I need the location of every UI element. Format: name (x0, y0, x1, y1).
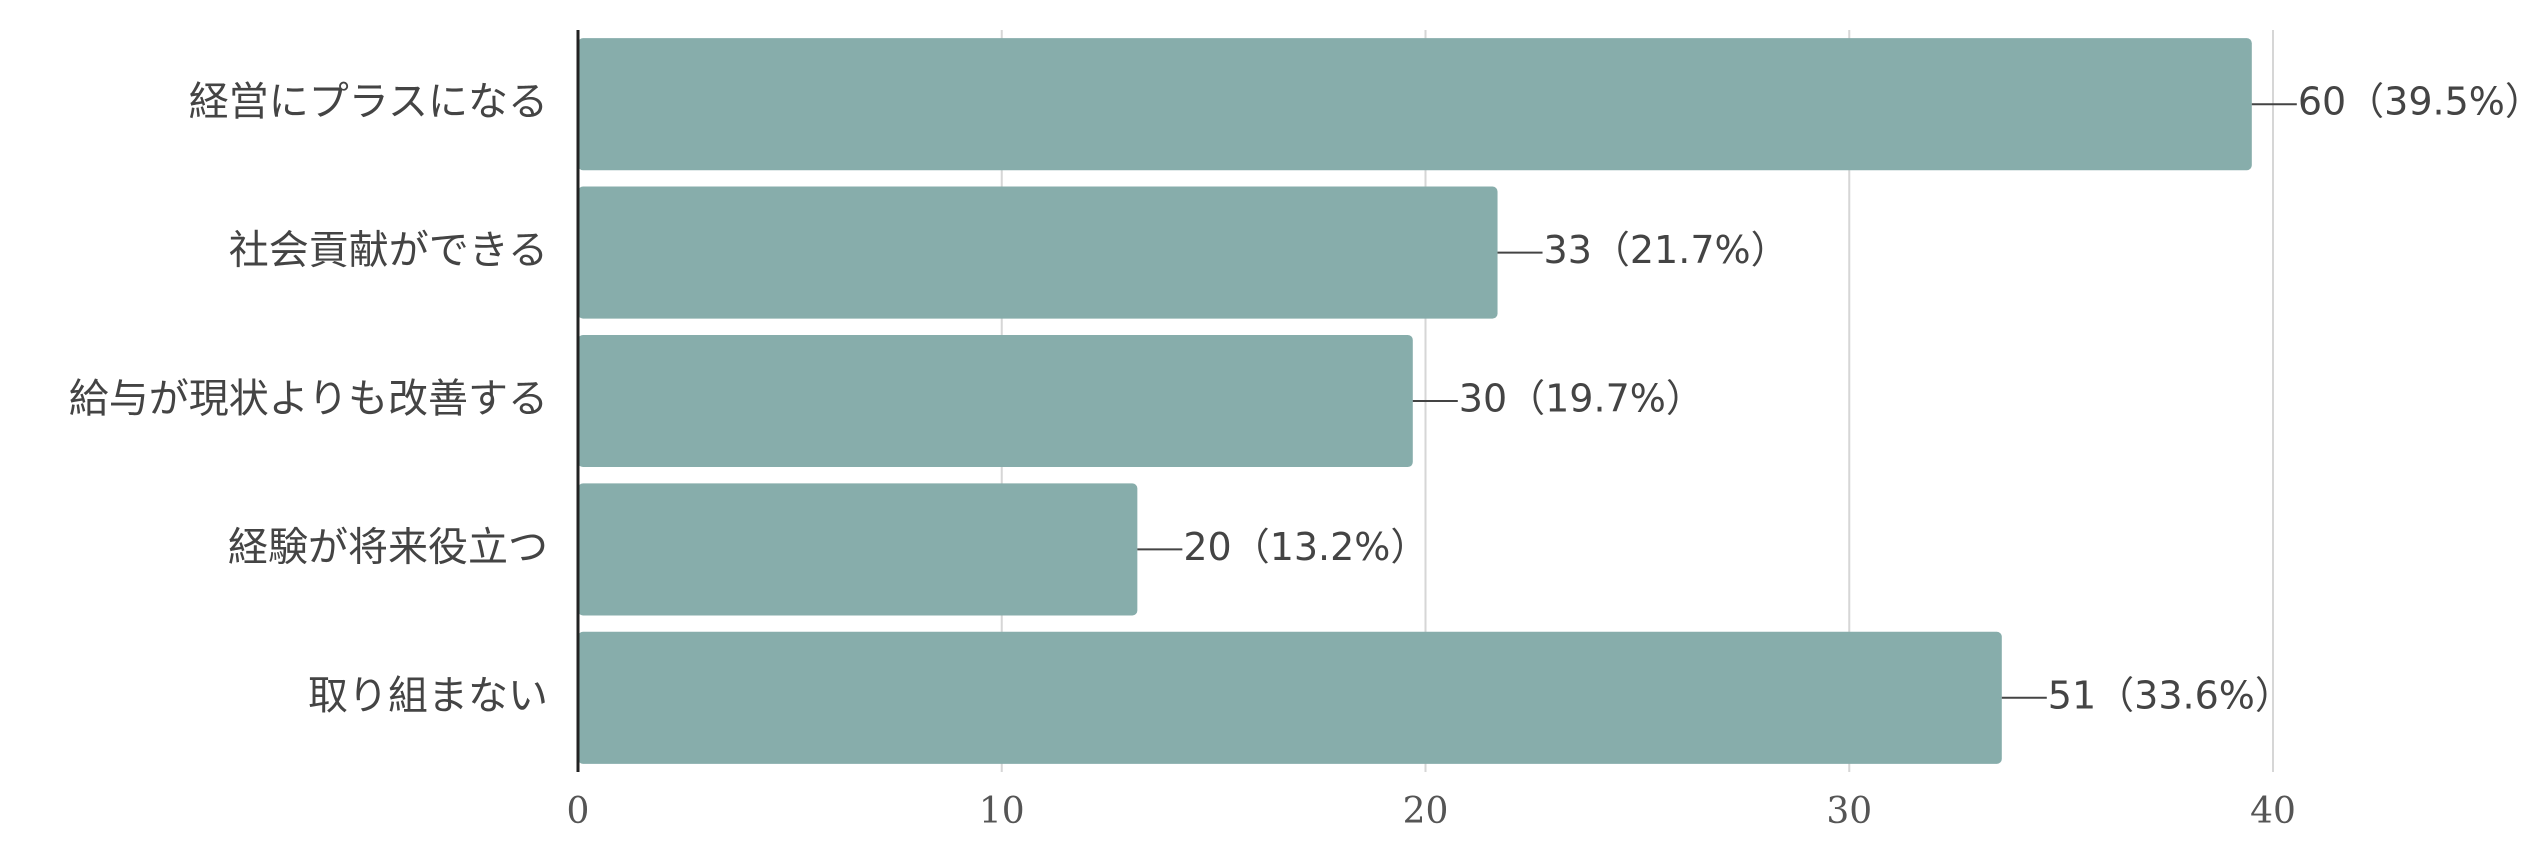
x-tick-label: 30 (1826, 791, 1872, 832)
value-label: 30（19.7%） (1459, 377, 1704, 421)
value-label: 51（33.6%） (2048, 673, 2293, 717)
bar (578, 483, 1138, 616)
x-tick-label: 20 (1403, 791, 1449, 832)
value-label: 20（13.2%） (1183, 525, 1428, 569)
y-tick-label: 社会貢献ができる (229, 228, 548, 274)
x-tick-label: 40 (2250, 791, 2296, 832)
y-tick-label: 給与が現状よりも改善する (69, 376, 548, 422)
bar (578, 334, 1413, 468)
y-tick-label: 取り組まない (308, 673, 548, 719)
bar (578, 38, 2252, 171)
y-tick-label: 経験が将来役立つ (228, 524, 548, 570)
x-tick-label: 10 (979, 791, 1025, 832)
x-tick-label: 0 (567, 791, 590, 832)
value-label: 33（21.7%） (1544, 228, 1789, 272)
y-tick-label: 経営にプラスになる (189, 79, 548, 125)
bar (578, 631, 2002, 764)
value-label: 60（39.5%） (2298, 80, 2537, 124)
bar (578, 186, 1498, 319)
